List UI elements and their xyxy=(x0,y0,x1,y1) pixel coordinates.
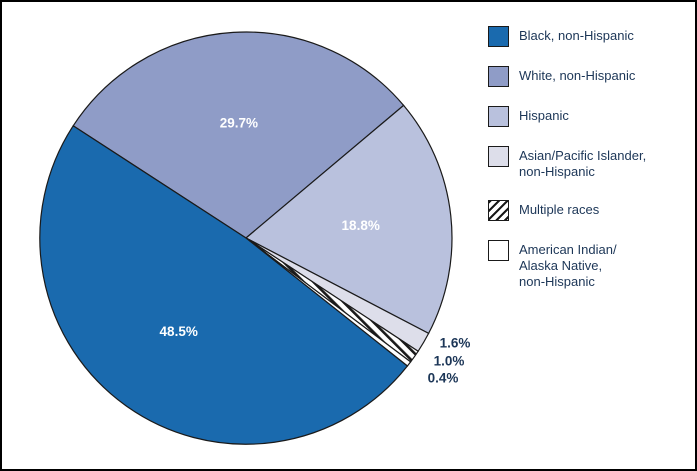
legend-label: American Indian/ Alaska Native, non-Hisp… xyxy=(519,241,617,290)
pct-label-outside: 1.0% xyxy=(434,354,465,369)
pie-slice-hispanic xyxy=(244,104,453,335)
legend-label: White, non-Hispanic xyxy=(519,68,636,83)
legend-swatch xyxy=(488,66,509,87)
legend-label: Black, non-Hispanic xyxy=(519,28,634,43)
pie-slice-white-non-hispanic xyxy=(72,31,405,239)
pct-label-inside: 18.8% xyxy=(342,218,380,233)
pct-label-outside: 0.4% xyxy=(428,371,459,386)
legend-item-white-non-hispanic: White, non-Hispanic xyxy=(488,66,694,87)
pie-slice-black-non-hispanic xyxy=(39,124,409,445)
legend-item-black-non-hispanic: Black, non-Hispanic xyxy=(488,26,694,47)
pct-label-inside: 48.5% xyxy=(160,324,198,339)
legend-item-asian-pacific-islander-non-hispanic: Asian/Pacific Islander, non-Hispanic xyxy=(488,146,694,181)
legend-label: Asian/Pacific Islander, non-Hispanic xyxy=(519,148,647,180)
chart-legend: Black, non-Hispanic White, non-Hispanic Hi… xyxy=(488,26,694,290)
pct-label-outside: 1.6% xyxy=(440,336,471,351)
legend-swatch xyxy=(488,106,509,127)
legend-swatch xyxy=(488,26,509,47)
pie-slices-group xyxy=(39,31,453,445)
legend-swatch xyxy=(488,239,509,261)
legend-item-hispanic: Hispanic xyxy=(488,106,694,127)
legend-item-multiple-races: Multiple races xyxy=(488,199,694,221)
legend-swatch xyxy=(488,146,509,167)
pie-labels-group: 29.7% 18.8% 48.5% 1.6% 1.0% 0.4% xyxy=(160,115,471,385)
legend-swatch xyxy=(488,199,509,221)
legend-label: Hispanic xyxy=(519,108,569,123)
legend-label: Multiple races xyxy=(519,201,600,217)
pct-label-inside: 29.7% xyxy=(220,115,258,130)
legend-item-american-indian-alaska-native-non-hispanic: American Indian/ Alaska Native, non-Hisp… xyxy=(488,239,694,291)
